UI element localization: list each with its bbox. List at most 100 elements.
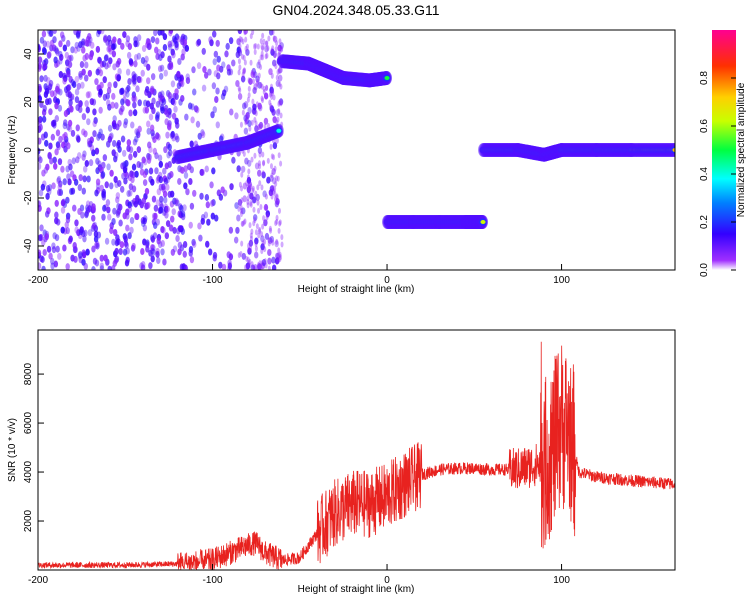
spectrogram-noise-blob [155,132,160,140]
spectrogram-noise-blob [275,108,281,116]
spectrogram-noise-blob [177,248,182,256]
spectrogram-noise-blob [74,96,80,104]
spectrogram-noise-blob [271,45,275,52]
spectrogram-noise-blob [42,248,47,256]
snr-y-tick-label: 8000 [23,363,34,386]
spectrogram-noise-blob [74,226,79,234]
spectrogram-noise-blob [242,150,246,157]
spectrogram-noise-blob [275,193,279,200]
spectrogram-noise-blob [165,131,170,139]
spectrogram-noise-blob [270,72,274,79]
spectrogram-noise-blob [81,113,87,121]
spectrogram-noise-blob [183,182,188,190]
spectrogram-noise-blob [179,166,184,174]
spectrogram-noise-blob [170,80,176,88]
spectrogram-noise-blob [51,182,56,190]
spectrogram-noise-blob [235,79,240,87]
spectrogram-noise-blob [173,105,178,113]
spectrogram-noise-blob [128,153,133,161]
spectrogram-noise-blob [158,160,164,168]
spectrogram-noise-blob [247,180,252,188]
spectrogram-noise-blob [150,244,155,252]
spectrogram-noise-blob [257,232,261,239]
spectrogram-noise-blob [115,60,120,68]
spectrogram-noise-blob [248,222,252,229]
spectrogram-noise-blob [218,135,224,143]
spectrogram-y-tick-label: -20 [23,190,34,205]
spectrogram-noise-blob [273,190,277,197]
spectrogram-noise-blob [151,212,157,220]
spectrogram-noise-blob [279,112,283,119]
spectrogram-noise-blob [57,104,63,112]
spectrogram-y-ticks: -40 -20 0 20 40 [23,48,44,253]
spectrogram-noise-blob [168,149,173,157]
spectrogram-noise-blob [69,170,75,178]
spectrogram-noise-blob [182,204,187,212]
spectrogram-noise-blob [216,55,221,63]
snr-x-ticks: -200 -100 0 100 [28,564,570,586]
spectrogram-noise-blob [54,148,59,156]
spectrogram-noise-blob [182,240,188,248]
spectrogram-noise-blob [151,97,156,105]
spectrogram-noise-blob [239,210,243,217]
spectrogram-noise-blob [259,203,263,210]
spectrogram-noise-blob [170,215,175,223]
spectrogram-noise-blob [102,154,108,162]
spectrogram-noise-blob [195,120,201,128]
spectrogram-noise-blob [182,250,187,258]
spectrogram-noise-blob [148,249,153,257]
spectrogram-noise-blob [245,118,249,125]
spectrogram-noise-blob [259,64,263,71]
spectrogram-noise-blob [48,142,53,150]
spectrogram-noise-blob [38,262,42,270]
spectrogram-noise-blob [111,43,116,51]
spectrogram-noise-blob [254,162,260,170]
spectrogram-noise-blob [170,98,175,106]
spectrogram-noise-blob [48,252,53,260]
spectrogram-noise-blob [92,120,97,128]
spectrogram-noise-blob [148,113,154,121]
spectrogram-noise-blob [262,38,266,45]
spectrogram-noise-blob [99,254,104,262]
spectrogram-noise-blob [212,106,217,114]
spectrogram-noise-blob [102,93,108,101]
spectrogram-noise-blob [91,149,96,157]
spectrogram-noise-blob [241,71,245,78]
spectrogram-noise-blob [179,204,184,212]
spectrogram-noise-blob [94,147,100,155]
spectrogram-noise-blob [71,157,76,165]
spectrogram-noise-blob [99,81,104,89]
spectrogram-noise-blob [238,35,242,42]
spectrogram-noise-blob [258,180,262,187]
spectrogram-noise-blob [247,242,251,249]
spectrogram-noise-blob [79,60,85,68]
spectrogram-noise-blob [107,265,112,270]
spectrogram-noise-blob [147,141,152,149]
spectrogram-noise-blob [260,95,264,102]
spectrogram-noise-blob [221,263,227,270]
spectrogram-noise-blob [163,69,168,77]
spectrogram-noise-blob [55,245,60,253]
spectrogram-noise-blob [245,113,249,120]
spectrogram-noise-blob [256,262,260,269]
spectrogram-noise-blob [155,37,160,45]
spectrogram-noise-blob [218,193,224,201]
spectrogram-noise-blob [144,187,150,195]
spectrogram-noise-blob [269,163,273,170]
spectrogram-noise-blob [58,135,63,143]
spectrogram-noise-blob [84,159,90,167]
spectrogram-noise-blob [253,43,257,50]
spectrogram-noise-blob [174,43,179,51]
spectrogram-noise-blob [125,90,130,98]
spectrogram-noise-blob [98,88,103,96]
spectrogram-noise-blob [247,259,251,266]
spectrogram-noise-blob [251,196,257,204]
spectrogram-noise-blob [169,170,174,178]
spectrogram-noise-blob [271,177,277,185]
spectrogram-noise-blob [227,262,233,270]
spectrogram-noise-blob [246,199,250,206]
spectrogram-noise-blob [58,57,63,65]
spectrogram-noise-blob [210,111,215,119]
spectrogram-noise-blob [277,108,281,115]
spectrogram-noise-blob [172,197,177,205]
